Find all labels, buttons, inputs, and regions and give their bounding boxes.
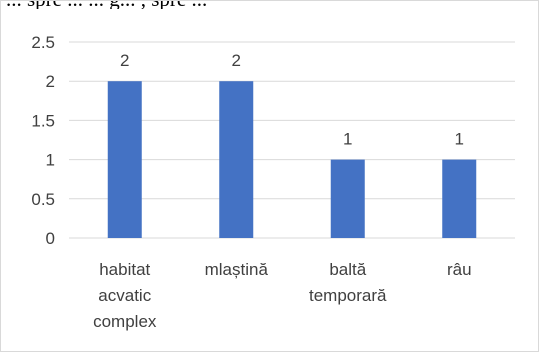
x-axis-categories: habitat acvatic complex mlaștină baltă tempor… bbox=[93, 260, 471, 331]
y-tick-label: 0 bbox=[46, 229, 55, 248]
y-tick-label: 2.5 bbox=[31, 33, 55, 52]
cropped-caption-text: ... spre ... ... g... , spre ... bbox=[0, 0, 539, 9]
y-tick-label: 0.5 bbox=[31, 190, 55, 209]
data-label: 1 bbox=[343, 130, 352, 149]
bar bbox=[330, 159, 365, 238]
bar bbox=[107, 81, 142, 238]
bars bbox=[107, 81, 477, 238]
category-label: habitat bbox=[99, 260, 150, 279]
bar bbox=[442, 159, 477, 238]
gridlines bbox=[69, 41, 515, 239]
y-tick-label: 1 bbox=[46, 151, 55, 170]
category-label: complex bbox=[93, 312, 157, 331]
category-label: acvatic bbox=[98, 286, 151, 305]
data-label: 2 bbox=[232, 51, 241, 70]
category-label: mlaștină bbox=[205, 260, 269, 279]
category-label: temporară bbox=[309, 286, 387, 305]
data-label: 1 bbox=[455, 130, 464, 149]
y-tick-label: 2 bbox=[46, 72, 55, 91]
data-label: 2 bbox=[120, 51, 129, 70]
category-label: râu bbox=[447, 260, 472, 279]
y-axis-ticks: 0 0.5 1 1.5 2 2.5 bbox=[31, 33, 55, 248]
category-label: baltă bbox=[329, 260, 366, 279]
bar bbox=[219, 81, 254, 238]
data-labels: 2 2 1 1 bbox=[120, 51, 464, 148]
y-tick-label: 1.5 bbox=[31, 111, 55, 130]
